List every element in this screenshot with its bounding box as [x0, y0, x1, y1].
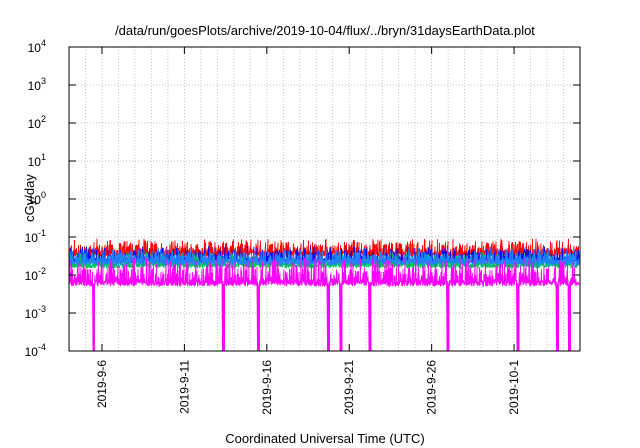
- y-tick-label: 102: [28, 114, 46, 131]
- series-layer: [69, 238, 580, 352]
- y-tick-base: 10: [28, 155, 42, 169]
- y-tick-exponent: 1: [41, 152, 46, 162]
- y-tick-exponent: -4: [38, 342, 46, 352]
- y-axis-label: cGy/day: [22, 174, 37, 222]
- y-tick-exponent: 0: [41, 190, 46, 200]
- y-tick-label: 10-2: [25, 266, 46, 283]
- y-tick-base: 10: [25, 345, 39, 359]
- y-tick-exponent: 4: [41, 38, 46, 48]
- y-tick-label: 100: [28, 190, 46, 207]
- y-tick-label: 104: [28, 38, 46, 55]
- y-tick-label: 10-1: [25, 228, 46, 245]
- y-tick-exponent: 2: [41, 114, 46, 124]
- x-tick-label: 2019-9-21: [342, 360, 356, 415]
- y-tick-exponent: -1: [38, 228, 46, 238]
- x-tick-label: 2019-9-26: [425, 360, 439, 415]
- y-tick-exponent: -3: [38, 304, 46, 314]
- y-tick-base: 10: [25, 307, 39, 321]
- x-axis-label: Coordinated Universal Time (UTC): [225, 431, 424, 446]
- y-tick-base: 10: [25, 269, 39, 283]
- y-tick-base: 10: [25, 231, 39, 245]
- y-tick-label: 10-3: [25, 304, 46, 321]
- chart-title: /data/run/goesPlots/archive/2019-10-04/f…: [115, 23, 535, 38]
- x-tick-label: 2019-9-11: [177, 360, 191, 414]
- y-tick-exponent: 3: [41, 76, 46, 86]
- y-tick-base: 10: [28, 79, 42, 93]
- y-tick-label: 10-4: [25, 342, 46, 359]
- y-tick-label: 103: [28, 76, 46, 93]
- y-tick-exponent: -2: [38, 266, 46, 276]
- grid-lines: [69, 47, 580, 351]
- x-tick-label: 2019-9-16: [260, 360, 274, 415]
- series-line-4: [69, 248, 580, 267]
- x-tick-label: 2019-9-6: [95, 360, 109, 408]
- y-tick-label: 101: [28, 152, 46, 169]
- y-tick-base: 10: [28, 117, 42, 131]
- y-tick-base: 10: [28, 41, 42, 55]
- series-line-5: [69, 257, 580, 352]
- x-tick-label: 2019-10-1: [507, 360, 521, 415]
- y-tick-base: 10: [28, 193, 42, 207]
